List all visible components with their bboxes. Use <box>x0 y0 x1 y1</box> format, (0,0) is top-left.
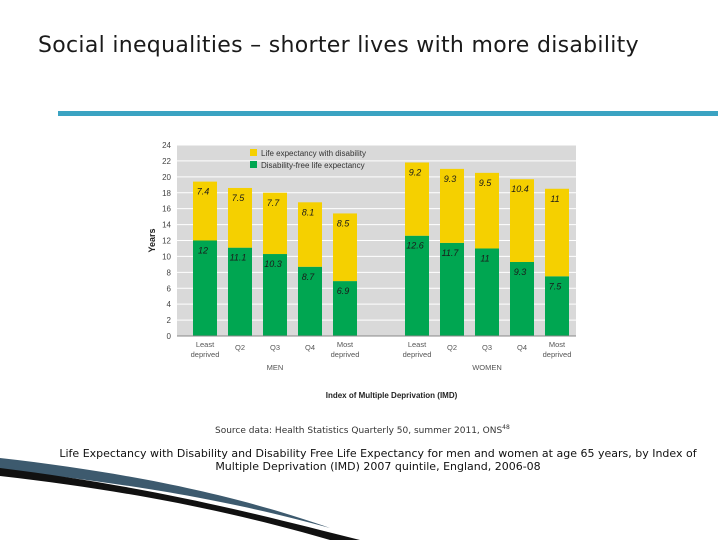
source-reference: 48 <box>502 424 510 431</box>
y-tick-label: 22 <box>162 157 171 166</box>
data-label-with-disability: 11 <box>550 194 559 204</box>
bar-disability-free <box>228 247 252 336</box>
data-label-with-disability: 8.1 <box>302 207 315 217</box>
stacked-bar-chart: 12 7.4 11.1 7.5 10.3 7.7 8.7 8.1 6.9 8.5 12.6 9.2 11… <box>147 141 576 400</box>
group-label-women: WOMEN <box>472 363 502 372</box>
bar-disability-free <box>193 240 217 336</box>
data-label-disability-free: 6.9 <box>337 286 350 296</box>
x-tick-label: deprived <box>543 350 572 359</box>
x-tick-label: Q2 <box>235 343 245 352</box>
bar-disability-free <box>405 235 429 336</box>
data-label-with-disability: 9.3 <box>444 174 457 184</box>
y-tick-label: 14 <box>162 221 171 230</box>
swoosh-black-band <box>0 468 360 540</box>
y-tick-label: 10 <box>162 252 171 261</box>
bar-disability-free <box>440 242 464 336</box>
data-label-disability-free: 11 <box>480 253 489 263</box>
y-tick-label: 8 <box>167 268 172 277</box>
bar-disability-free <box>545 276 569 336</box>
data-label-disability-free: 12.6 <box>406 241 424 251</box>
x-tick-label: Most <box>549 340 566 349</box>
y-tick-label: 6 <box>167 284 172 293</box>
legend-label: Life expectancy with disability <box>261 149 366 158</box>
swoosh-dark-band <box>0 458 330 528</box>
data-label-with-disability: 10.4 <box>511 184 529 194</box>
y-tick-label: 20 <box>162 173 171 182</box>
x-tick-label: Q3 <box>270 343 280 352</box>
x-tick-label: Q4 <box>305 343 315 352</box>
data-label-with-disability: 9.2 <box>409 168 422 178</box>
bar-disability-free <box>263 254 287 336</box>
title-underline-rule <box>58 111 718 116</box>
bar-with-disability <box>475 172 499 249</box>
chart-figure: 12 7.4 11.1 7.5 10.3 7.7 8.7 8.1 6.9 8.5 12.6 9.2 11… <box>140 132 590 410</box>
x-tick-label: Least <box>196 340 215 349</box>
group-label-men: MEN <box>267 363 284 372</box>
y-tick-label: 12 <box>162 237 171 246</box>
x-tick-label: Q3 <box>482 343 492 352</box>
bar-disability-free <box>333 281 357 336</box>
y-tick-label: 0 <box>167 332 172 341</box>
source-note: Source data: Health Statistics Quarterly… <box>215 424 510 436</box>
bar-with-disability <box>405 162 429 236</box>
bar-with-disability <box>510 179 534 262</box>
y-axis-title: Years <box>147 228 157 252</box>
bar-with-disability <box>333 213 357 282</box>
legend-swatch <box>250 149 257 156</box>
data-label-with-disability: 8.5 <box>337 218 351 228</box>
y-tick-label: 16 <box>162 205 171 214</box>
data-label-disability-free: 11.7 <box>442 248 460 258</box>
y-tick-label: 24 <box>162 141 171 150</box>
y-tick-label: 18 <box>162 189 171 198</box>
y-tick-label: 4 <box>167 300 172 309</box>
legend-swatch <box>250 161 257 168</box>
data-label-disability-free: 8.7 <box>302 272 316 282</box>
bar-with-disability <box>298 202 322 267</box>
data-label-with-disability: 7.5 <box>232 193 246 203</box>
x-tick-label: deprived <box>191 350 220 359</box>
data-label-with-disability: 7.7 <box>267 198 281 208</box>
slide-title: Social inequalities – shorter lives with… <box>38 33 639 58</box>
bar-with-disability <box>545 188 569 277</box>
bar-disability-free <box>298 266 322 336</box>
x-tick-label: deprived <box>403 350 432 359</box>
data-label-disability-free: 9.3 <box>514 267 527 277</box>
bar-with-disability <box>228 187 252 248</box>
x-tick-label: deprived <box>331 350 360 359</box>
bar-with-disability <box>263 192 287 255</box>
x-axis-title: Index of Multiple Deprivation (IMD) <box>326 391 458 400</box>
bar-with-disability <box>193 181 217 241</box>
data-label-with-disability: 7.4 <box>197 187 210 197</box>
x-tick-label: Q2 <box>447 343 457 352</box>
legend-label: Disability-free life expectancy <box>261 161 365 170</box>
source-text: Source data: Health Statistics Quarterly… <box>215 426 503 436</box>
data-label-disability-free: 12 <box>198 246 208 256</box>
bar-disability-free <box>510 261 534 336</box>
data-label-disability-free: 7.5 <box>549 281 563 291</box>
decorative-swoosh <box>0 458 360 540</box>
figure-caption: Life Expectancy with Disability and Disa… <box>59 447 697 473</box>
data-label-disability-free: 10.3 <box>264 259 282 269</box>
y-tick-label: 2 <box>167 316 172 325</box>
x-tick-label: Least <box>408 340 427 349</box>
data-label-disability-free: 11.1 <box>230 253 247 263</box>
x-tick-label: Q4 <box>517 343 527 352</box>
x-tick-label: Most <box>337 340 354 349</box>
data-label-with-disability: 9.5 <box>479 178 493 188</box>
bar-with-disability <box>440 168 464 243</box>
bar-disability-free <box>475 248 499 336</box>
